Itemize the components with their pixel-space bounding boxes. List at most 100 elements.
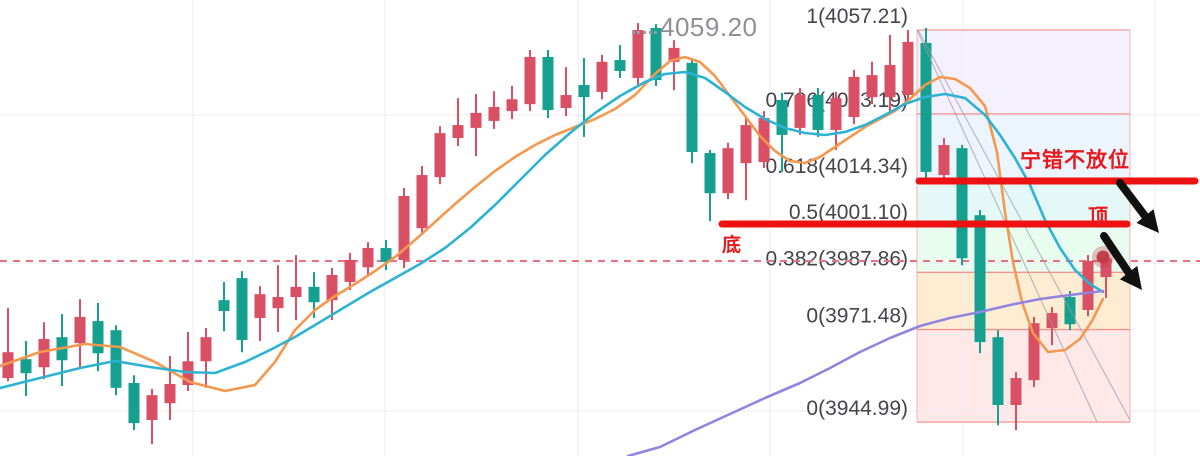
ma-fast-orange-line (0, 55, 1105, 393)
candle-body (128, 382, 140, 424)
candle-body (308, 286, 320, 303)
candle-body (236, 278, 248, 340)
candle (866, 61, 878, 105)
candle (1028, 316, 1040, 388)
candle-body (632, 30, 644, 78)
candle-body (272, 296, 284, 309)
bottom-marker-text[interactable]: 底 (722, 235, 742, 256)
candle-body (830, 98, 842, 130)
arrow-head (1119, 265, 1142, 290)
down-arrow-1[interactable] (1116, 179, 1159, 233)
candle (992, 330, 1004, 426)
candle-body (1100, 258, 1112, 278)
candle (560, 67, 572, 117)
candle-body (1010, 378, 1022, 405)
warning-annotation-text[interactable]: 宁错不放位 (1020, 149, 1130, 172)
candle (254, 286, 266, 342)
ma-long-purple-line (626, 289, 1105, 456)
candle-body (668, 47, 680, 62)
candles (2, 23, 1112, 445)
candle-body (992, 337, 1004, 405)
candle (614, 45, 626, 78)
candle (1046, 307, 1058, 346)
candle (128, 375, 140, 431)
candle (326, 267, 338, 321)
candle (380, 240, 392, 271)
candle (1010, 372, 1022, 431)
arrow-shaft (1100, 232, 1133, 277)
candle (524, 49, 536, 112)
candle-body (884, 64, 896, 98)
top-marker-text[interactable]: 顶 (1088, 206, 1108, 228)
candle (884, 34, 896, 113)
candle (704, 149, 716, 222)
candle (956, 145, 968, 266)
price-marker-dot[interactable] (1096, 250, 1110, 264)
candle-body (560, 95, 572, 108)
candle (2, 308, 14, 382)
candle (20, 341, 32, 396)
fib-label: 1(4057.21) (806, 5, 908, 28)
candle (236, 271, 248, 353)
candle-body (848, 76, 860, 118)
candle (470, 93, 482, 157)
candle (902, 30, 914, 100)
candle-body (1082, 261, 1094, 310)
candle-body (974, 215, 986, 343)
arrow-shaft (1116, 179, 1149, 220)
candle (218, 281, 230, 332)
candle-body (902, 41, 914, 96)
candle (794, 88, 806, 135)
candle (830, 91, 842, 150)
candle-body (776, 99, 788, 135)
fib-label: 0(3944.99) (806, 397, 908, 420)
down-arrow-2[interactable] (1100, 232, 1142, 290)
candle-body (812, 95, 824, 130)
candle-body (398, 196, 410, 260)
candle (686, 58, 698, 164)
swing-high-price-label: 4059.20 (632, 12, 757, 43)
candle-body (578, 84, 590, 98)
candle-body (1046, 313, 1058, 329)
candle-body (542, 56, 554, 111)
ma-slow-cyan-line (0, 70, 1105, 390)
candle (668, 40, 680, 91)
candle-body (794, 95, 806, 128)
candle (776, 92, 788, 172)
candle-body (434, 133, 446, 178)
candle (434, 126, 446, 185)
candle-body (722, 148, 734, 194)
fib-label: 0.5(4001.10) (789, 201, 908, 224)
candle (398, 187, 410, 268)
candle (452, 98, 464, 147)
candle-body (920, 42, 932, 172)
candle-body (362, 248, 374, 268)
candle-body (956, 148, 968, 259)
candle-body (596, 61, 608, 92)
candle (740, 118, 752, 201)
candle-body (452, 125, 464, 139)
candle-body (200, 337, 212, 362)
candle (74, 299, 86, 368)
candle (848, 69, 860, 125)
candle (920, 27, 932, 179)
fib-label: 0.382(3987.86) (766, 247, 908, 270)
candle (974, 209, 986, 354)
candle-body (866, 75, 878, 98)
candle (722, 142, 734, 200)
candle-body (20, 359, 32, 374)
candle (416, 165, 428, 236)
candle-body (92, 321, 104, 354)
fib-zone (917, 179, 1130, 227)
candle-body (218, 300, 230, 311)
candle-body (416, 175, 428, 229)
candle-body (614, 60, 626, 71)
candle-body (740, 125, 752, 164)
fib-zone (917, 329, 1130, 423)
candle-body (74, 316, 86, 344)
fib-zone (917, 226, 1130, 273)
fib-zones (917, 30, 1130, 423)
